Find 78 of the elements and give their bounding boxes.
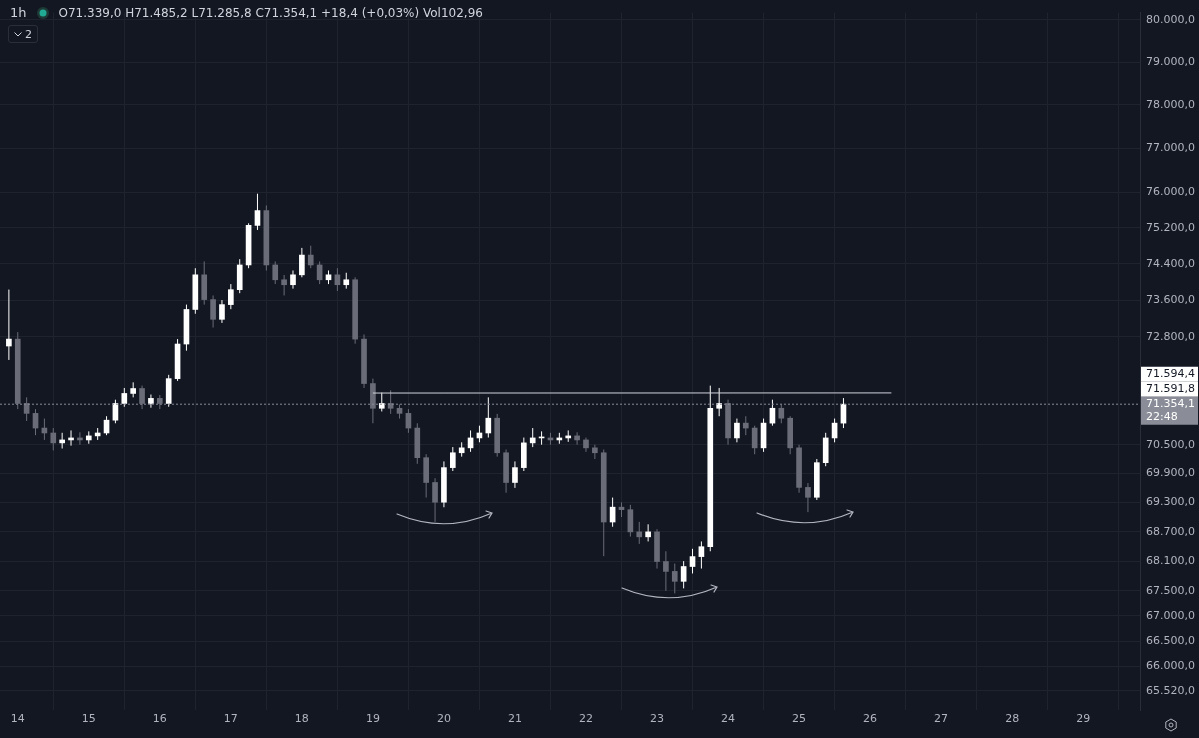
candlestick [592,444,598,460]
y-tick-label: 70.500,0 [1146,437,1195,451]
y-tick-label: 75.200,0 [1146,220,1195,234]
x-tick-label: 20 [436,712,451,726]
annotation: 2 [25,27,32,41]
x-tick-label: 23 [650,712,665,726]
candlestick [290,269,296,290]
x-tick-label: 25 [792,712,807,726]
y-tick-label: 74.400,0 [1146,256,1195,270]
candlestick [805,482,811,513]
candlestick [636,521,643,545]
candlestick [698,540,705,570]
candlestick [307,245,314,269]
chart-subtitle: O71.339,0 H71.485,2 L71.285,8 C71.354,1 +18,4 (+0,03%) Vol102,96 [58,5,483,20]
candlestick [432,477,438,523]
candlestick [742,415,749,436]
y-tick-label: 65.520,0 [1146,683,1195,697]
candlestick [778,403,785,424]
candlestick [485,396,492,439]
y-tick-label: 79.000,0 [1146,54,1195,68]
candlestick [378,392,385,412]
candlestick [734,418,740,443]
y-tick-label: 73.600,0 [1146,292,1195,306]
candlestick [645,523,651,542]
candlestick [663,550,669,592]
candlestick [449,446,456,472]
candlestick [228,283,234,310]
candlestick [299,247,305,278]
y-tick-label: 77.000,0 [1146,141,1195,155]
candlestick [281,274,287,296]
candlestick [529,427,536,448]
x-tick-label: 21 [507,712,522,726]
candlestick [148,394,154,409]
candlestick [671,563,678,594]
y-tick-label: 78.000,0 [1146,97,1195,111]
candlestick [6,289,12,361]
x-tick-label: 14 [10,712,25,726]
y-tick-label: 80.000,0 [1146,12,1195,26]
candlestick [139,385,145,410]
x-tick-label: 26 [863,712,878,726]
y-tick-label: 67.000,0 [1146,608,1195,622]
candlestick [512,460,518,489]
ref-line-label: 71.354,1 [1146,397,1195,411]
x-tick-label: 16 [152,712,167,726]
candlestick [716,387,722,417]
x-tick-label: 27 [934,712,949,726]
x-tick-label: 15 [81,712,96,726]
x-tick-label: 29 [1076,712,1091,726]
y-tick-label: 68.700,0 [1146,524,1195,538]
y-tick-label: 68.100,0 [1146,553,1195,567]
y-tick-label: 69.900,0 [1146,466,1195,480]
chart-title: 1h [10,5,27,20]
candlestick [210,294,216,329]
candlestick [50,427,57,451]
candlestick [121,387,128,408]
y-tick-label: 66.000,0 [1146,659,1195,673]
candlestick [272,260,279,285]
x-tick-label: 18 [294,712,309,726]
y-tick-label: 67.500,0 [1146,583,1195,597]
x-tick-label: 19 [365,712,380,726]
collapse-button: 2 [8,25,38,43]
y-tick-label: 72.800,0 [1146,329,1195,343]
y-tick-label: 69.300,0 [1146,495,1195,509]
y-tick-label: 76.000,0 [1146,185,1195,199]
y-tick-label: 66.500,0 [1146,633,1195,647]
x-tick-label: 24 [721,712,736,726]
candlestick [751,425,758,455]
text: 22:48 [1146,410,1178,424]
candlestick [689,548,696,574]
candlestick [334,267,341,292]
x-tick-label: 17 [223,712,238,726]
x-tick-label: 28 [1005,712,1020,726]
text: 71.594,4 [1146,367,1195,381]
x-tick-label: 22 [578,712,593,726]
text: 71.591,8 [1146,382,1195,396]
candlestick [254,193,261,231]
candlestick [219,299,225,324]
candlestick [680,560,687,589]
